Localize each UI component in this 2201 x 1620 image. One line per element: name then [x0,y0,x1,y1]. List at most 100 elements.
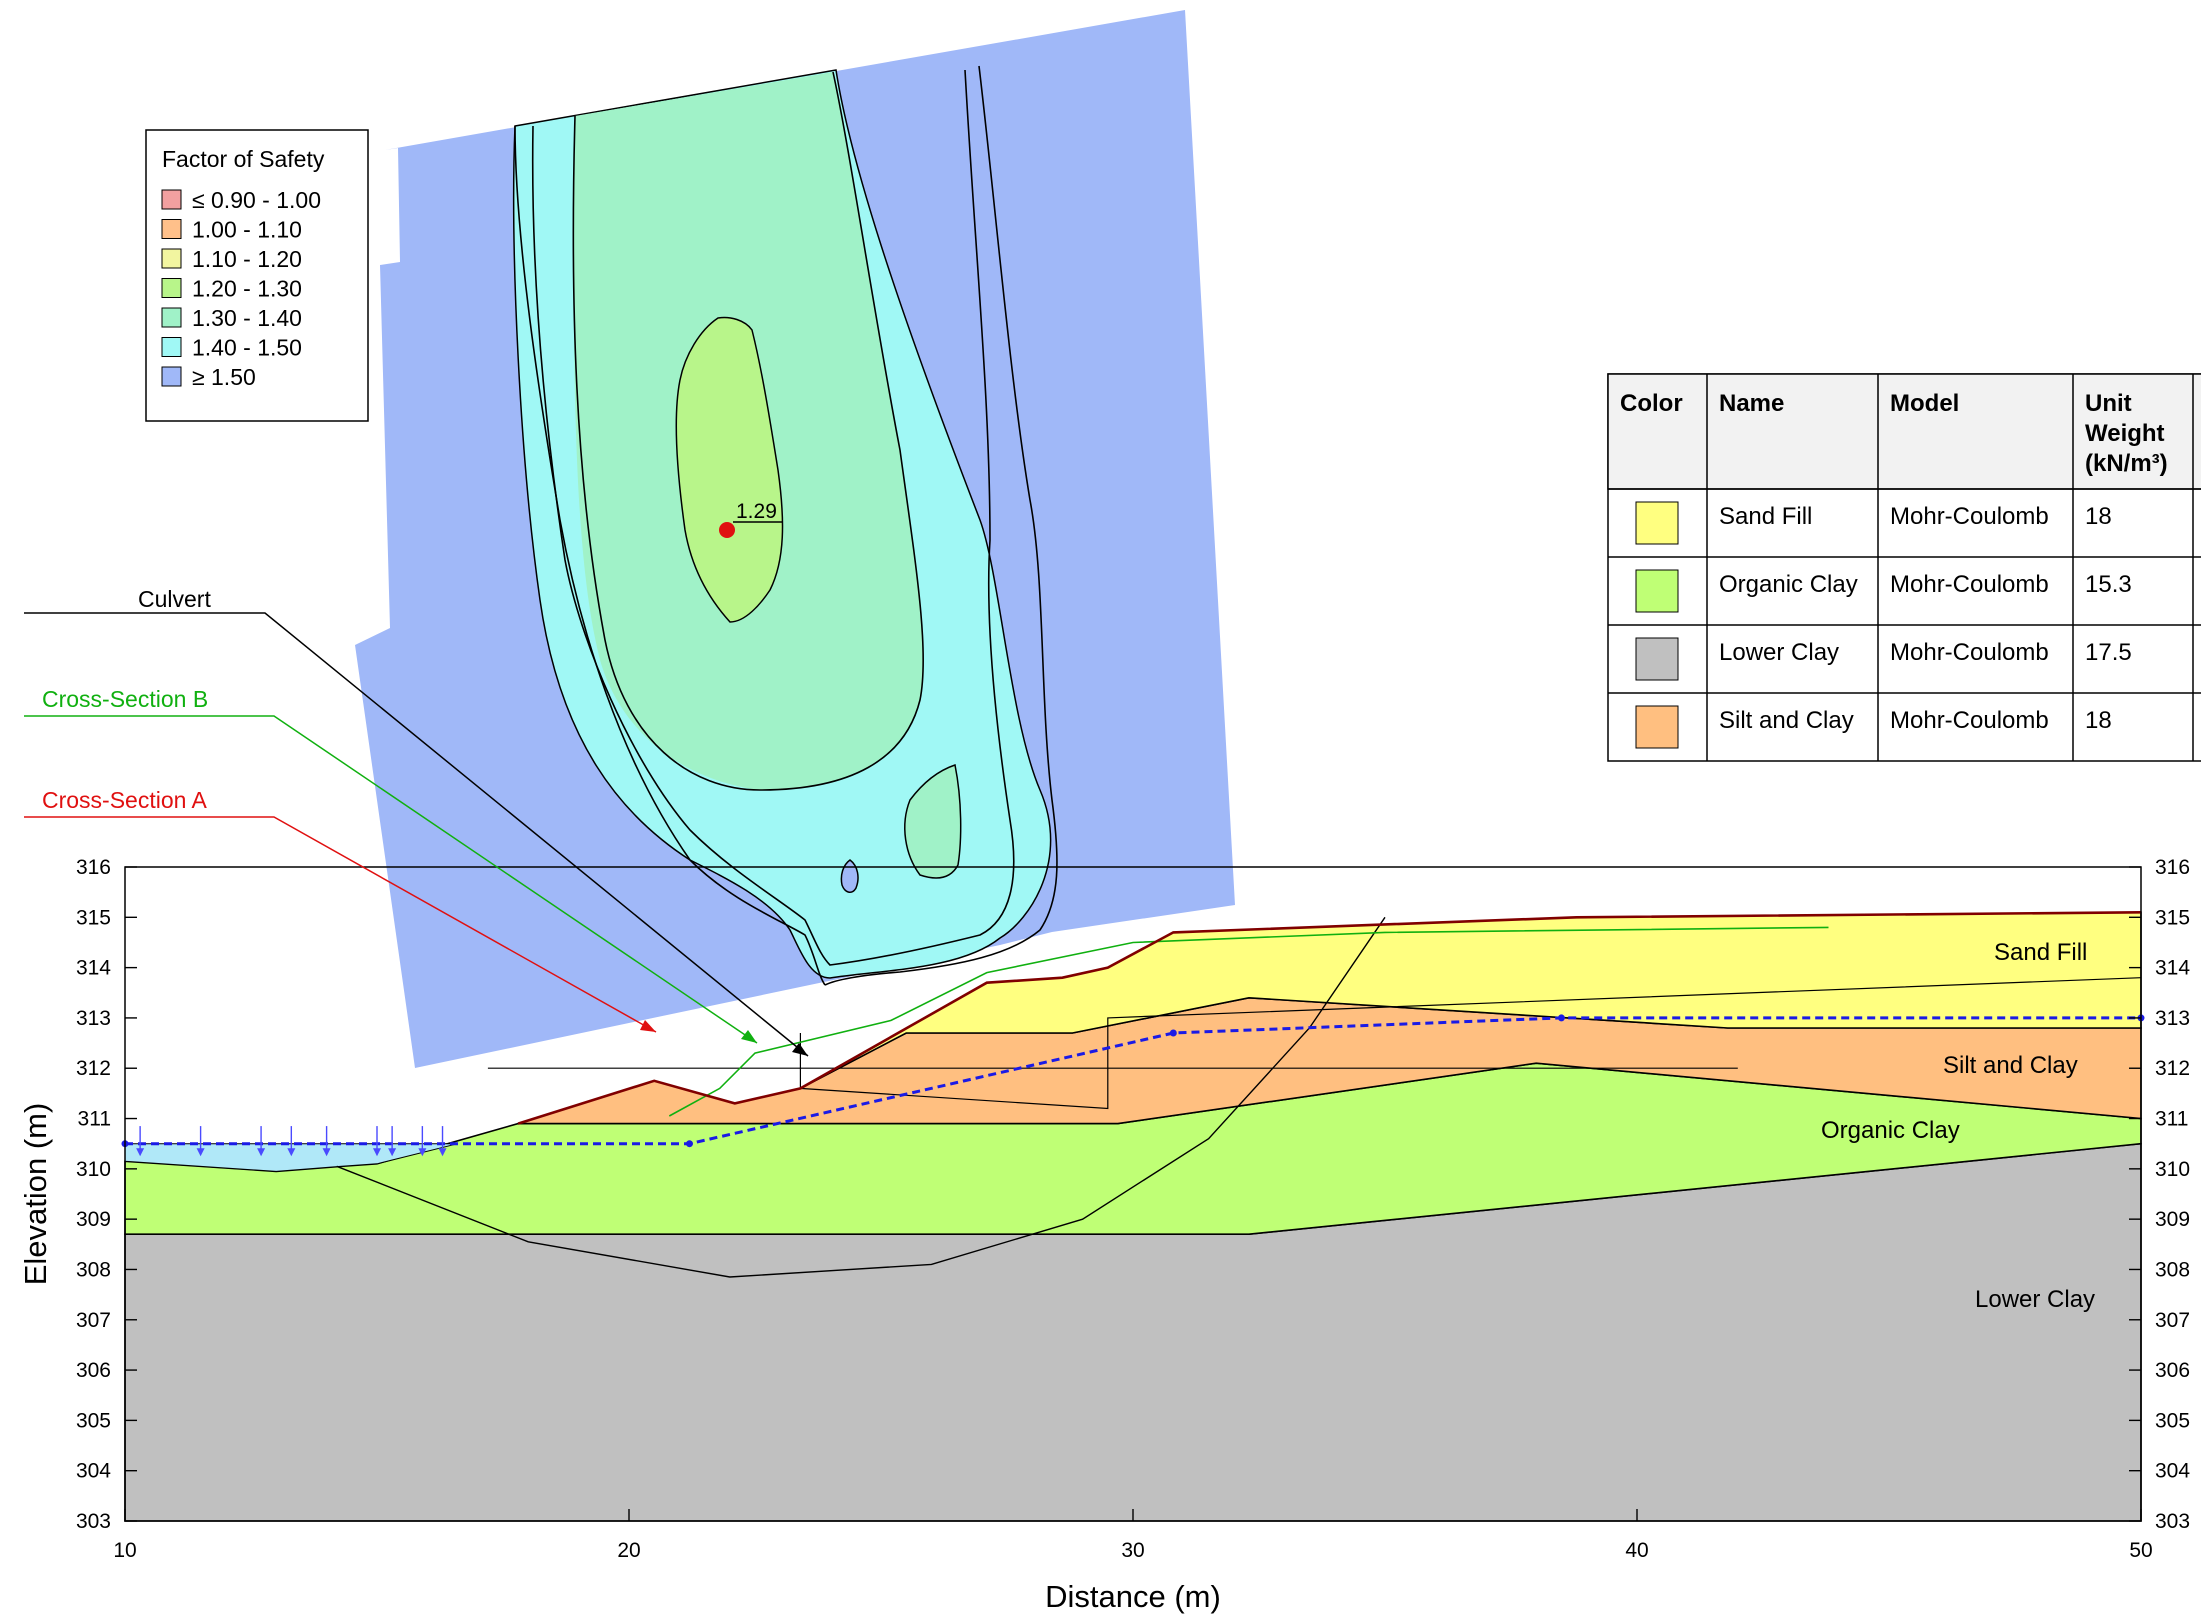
y-tick-label: 307 [76,1309,111,1332]
fos-zone-small-island [904,764,962,879]
region-label-organic-clay: Organic Clay [1821,1117,1960,1144]
table-row-color-swatch [1635,569,1679,613]
table-cell-name: Silt and Clay [1719,707,1854,734]
y-tick-label-right: 305 [2155,1409,2190,1432]
fos-contour-outer-1-50-right [824,65,1058,986]
fos-legend-item-label: 1.30 - 1.40 [192,305,302,331]
fos-legend-item-label: 1.20 - 1.30 [192,276,302,302]
unit-weight-header-line: (kN/m³) [2085,450,2168,477]
fos-contour-grid: 1.29 [355,10,1235,1068]
fos-legend-item-label: ≤ 0.90 - 1.00 [192,187,321,213]
ground-surface [517,911,2142,1125]
annotation-cross-section-b: Cross-Section B [42,686,208,712]
piezometric-vertex [1557,1014,1565,1022]
cross-section-plot: 303 303 304 304 305 305 306 306 307 307 308 308 309 3… [18,856,2190,1614]
x-axis-title: Distance (m) [1045,1579,1221,1614]
y-tick-label-right: 310 [2155,1158,2190,1181]
table-cell-model: Mohr-Coulomb [1890,571,2049,598]
ponded-water-arrowhead [438,1148,447,1157]
fos-contour-outer-1-50 [514,125,826,986]
x-tick-label: 10 [113,1539,136,1562]
fos-legend-swatch [161,278,182,298]
y-tick-label: 312 [76,1057,111,1080]
ponded-water-arrowhead [136,1148,145,1157]
fos-legend-swatch [161,189,182,210]
y-tick-label: 306 [76,1359,111,1382]
table-cell-name: Lower Clay [1719,639,1839,666]
y-axis-title: Elevation (m) [18,1103,53,1286]
table-cell-model: Mohr-Coulomb [1890,503,2049,530]
culvert-arrowhead [792,1043,808,1056]
y-tick-label: 313 [76,1007,111,1030]
critical-fos-label: 1.29 [736,500,777,523]
piezometric-vertex [685,1140,693,1148]
y-tick-label: 316 [76,856,111,879]
table-cell-model: Mohr-Coulomb [1890,707,2049,734]
culvert-outline [799,977,2142,1110]
y-tick-label: 304 [76,1460,111,1483]
y-tick-label: 315 [76,906,111,929]
annotation-culvert: Culvert [138,586,211,612]
table-row-color-swatch [1635,637,1679,681]
fos-zone-tiny-island [840,859,859,893]
cross-section-b-profile [668,926,1829,1117]
materials-table: Color Name Model Unit Weight (kN/m³) San… [1607,373,2201,762]
y-tick-label-right: 308 [2155,1258,2190,1281]
fos-legend: Factor of Safety ≤ 0.90 - 1.00 1.00 - 1.1… [145,129,369,422]
ponded-water-arrowhead [257,1148,266,1157]
y-tick-label: 303 [76,1510,111,1533]
y-tick-label-right: 315 [2155,906,2190,929]
annotations: Culvert Cross-Section B Cross-Section A [24,586,809,1057]
unit-weight-header-line: Weight [2085,420,2165,447]
critical-slip-center-marker [719,522,735,538]
piezometric-vertex [1169,1029,1177,1037]
cross-section-a-leader [24,816,657,1033]
cross-section-a-arrowhead [640,1020,656,1032]
x-tick-label: 20 [617,1539,640,1562]
fos-legend-item-label: ≥ 1.50 [192,364,256,390]
table-cell-unit-weight: 17.5 [2085,639,2132,666]
ponded-water-arrowhead [322,1148,331,1157]
y-tick-label: 309 [76,1208,111,1231]
y-tick-label: 310 [76,1158,111,1181]
table-header-name: Name [1719,390,1784,417]
table-row-color-swatch [1635,705,1679,749]
cross-section-b-leader [24,715,758,1044]
y-tick-label-right: 312 [2155,1057,2190,1080]
y-tick-label-right: 307 [2155,1309,2190,1332]
region-label-lower-clay: Lower Clay [1975,1286,2095,1313]
x-tick-label: 30 [1121,1539,1144,1562]
y-tick-label-right: 309 [2155,1208,2190,1231]
region-label-silt-and-clay: Silt and Clay [1943,1052,2078,1079]
fos-contour-1-40 [531,69,1015,966]
ponded-water-arrowhead [196,1148,205,1157]
ponded-water-arrowhead [287,1148,296,1157]
ponded-water-arrowhead [388,1148,397,1157]
y-tick-label-right: 313 [2155,1007,2190,1030]
region-label-sand-fill: Sand Fill [1994,939,2087,966]
y-tick-label-right: 311 [2155,1108,2188,1131]
y-tick-label-right: 306 [2155,1359,2190,1382]
table-header-unit-weight: Unit Weight (kN/m³) [2085,390,2171,477]
y-tick-label-right: 304 [2155,1460,2190,1483]
table-cell-unit-weight: 18 [2085,707,2112,734]
y-tick-label-right: 316 [2155,856,2190,879]
table-cell-name: Sand Fill [1719,503,1812,530]
fos-legend-title: Factor of Safety [162,146,325,172]
ponded-water-arrowhead [373,1148,381,1157]
annotation-cross-section-a: Cross-Section A [42,787,208,813]
y-tick-label-right: 303 [2155,1510,2190,1533]
x-tick-label: 40 [1625,1539,1648,1562]
table-header-color: Color [1620,390,1683,417]
y-tick-label-right: 314 [2155,957,2190,980]
table-header-model: Model [1890,390,1959,417]
fos-zone-1-20-1-30 [675,316,784,623]
fos-legend-swatch [161,337,182,357]
y-tick-label: 311 [78,1108,111,1131]
y-tick-label: 305 [76,1409,111,1432]
unit-weight-header-line: Unit [2085,390,2132,417]
y-tick-label: 308 [76,1258,111,1281]
y-tick-label: 314 [76,957,111,980]
table-cell-model: Mohr-Coulomb [1890,639,2049,666]
